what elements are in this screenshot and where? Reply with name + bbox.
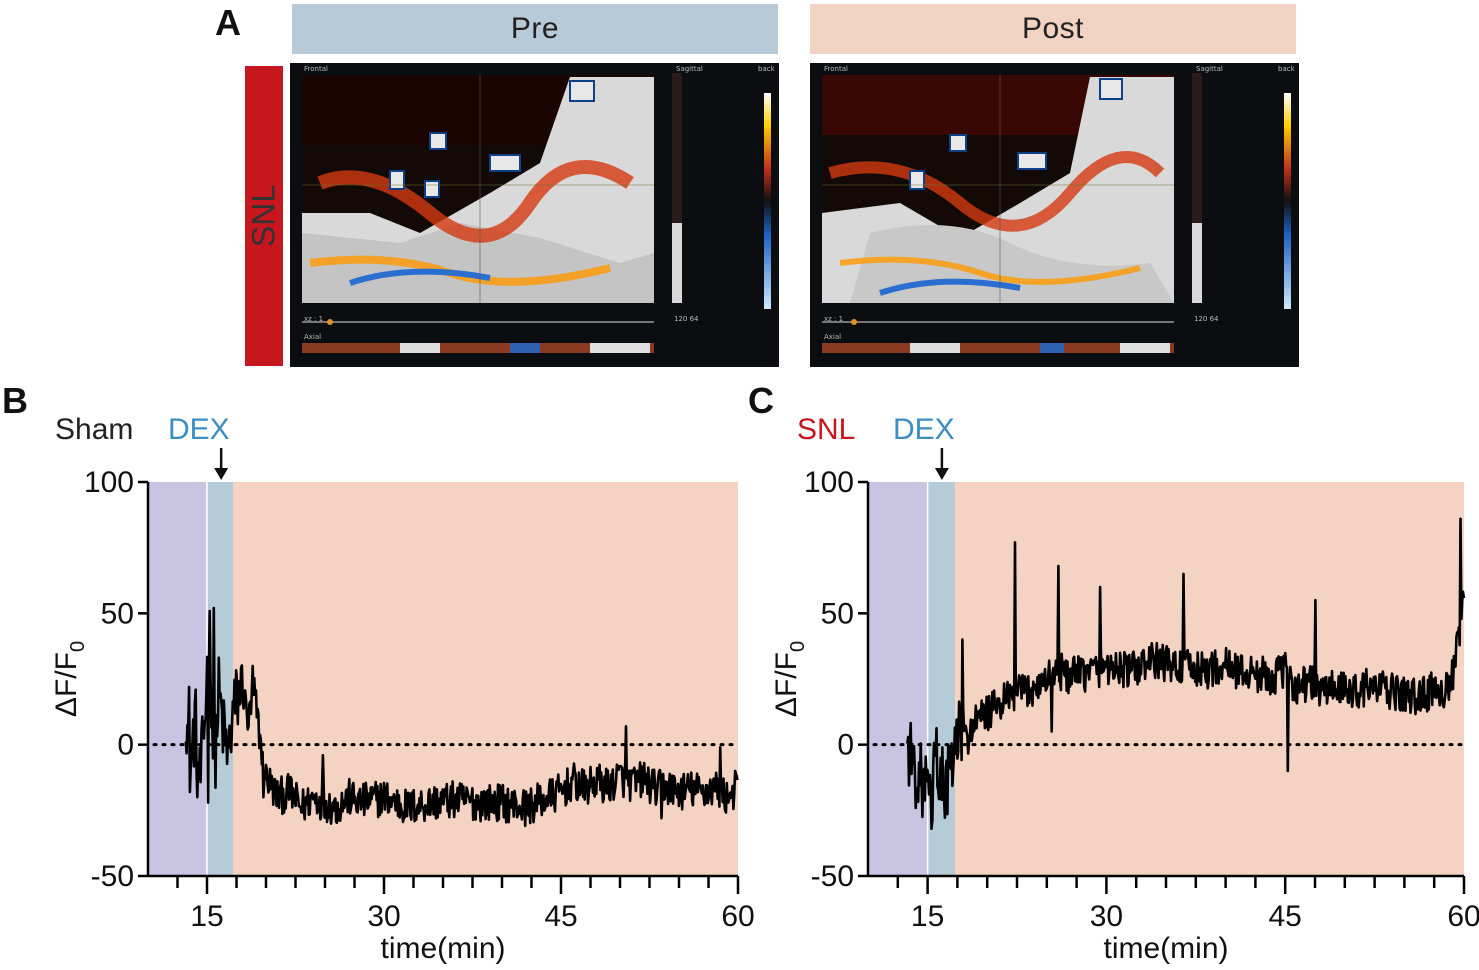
panel-letter-c: C: [748, 380, 774, 421]
chart-c: -50 0 50 100 15 30 45 60 time(min) ΔF/F0: [770, 448, 1479, 965]
x-axis-label: time(min): [1104, 932, 1229, 965]
scan-pre-scale-label: 120 64: [674, 315, 699, 323]
dex-arrow-head: [934, 468, 949, 480]
x-tick-label: 45: [1269, 900, 1302, 933]
panel-letter-b: B: [2, 380, 28, 421]
scan-post-sagittal-label: Sagittal: [1196, 65, 1223, 73]
scan-image-pre: Frontal Sagittal Axial xz : 1 120 64 bac…: [290, 63, 779, 367]
scan-post-xz-label: xz : 1: [824, 315, 844, 323]
scan-pre-svg: [302, 73, 771, 353]
y-tick-label: 50: [101, 597, 134, 630]
x-tick-label: 15: [911, 900, 944, 933]
scan-pre-frontal-label: Frontal: [304, 65, 328, 73]
y-axis-label: ΔF/F0: [770, 641, 809, 717]
y-tick-label: 50: [821, 597, 854, 630]
dex-arrow-head: [214, 468, 229, 480]
scan-image-post: Frontal Sagittal Axial xz : 1 120 64 bac…: [810, 63, 1299, 367]
scan-pre-axial-label: Axial: [304, 333, 322, 341]
scan-pre-back-label: back: [758, 65, 775, 73]
y-tick-label: 0: [117, 729, 134, 762]
y-tick-label: -50: [811, 860, 854, 893]
scan-post-svg: [822, 73, 1291, 353]
x-tick-label: 30: [1090, 900, 1123, 933]
trace-line: [184, 606, 739, 828]
scan-pre-xz-label: xz : 1: [304, 315, 324, 323]
header-pre: Pre: [292, 4, 778, 54]
x-tick-label: 15: [190, 900, 223, 933]
scan-post-scale-label: 120 64: [1194, 315, 1219, 323]
y-tick-label: 100: [804, 466, 854, 499]
chart-b-drug-label: DEX: [168, 413, 230, 446]
scan-post-axial-label: Axial: [824, 333, 842, 341]
scan-post-frontal-label: Frontal: [824, 65, 848, 73]
chart-b: -50 0 50 100 15 30 45 60 time(min) ΔF/F0: [50, 448, 755, 965]
trace-line: [906, 517, 1466, 830]
row-label-bar: SNL: [245, 66, 283, 366]
x-tick-label: 45: [544, 900, 577, 933]
scan-pre-sagittal-label: Sagittal: [676, 65, 703, 73]
y-axis-label: ΔF/F0: [50, 641, 89, 717]
y-tick-label: 100: [84, 466, 134, 499]
x-tick-label: 60: [1447, 900, 1479, 933]
shaded-region-baseline: [148, 482, 207, 876]
x-tick-label: 60: [721, 900, 754, 933]
x-tick-label: 30: [367, 900, 400, 933]
chart-c-drug-label: DEX: [893, 413, 955, 446]
y-tick-label: -50: [91, 860, 134, 893]
row-label-snl: SNL: [245, 184, 282, 248]
panel-letter-a: A: [215, 2, 241, 43]
shaded-region-baseline: [868, 482, 928, 876]
y-tick-label: 0: [837, 729, 854, 762]
x-axis-label: time(min): [381, 932, 506, 965]
scan-post-back-label: back: [1278, 65, 1295, 73]
chart-c-group-label: SNL: [797, 413, 856, 446]
chart-b-group-label: Sham: [55, 413, 134, 446]
header-post: Post: [810, 4, 1296, 54]
